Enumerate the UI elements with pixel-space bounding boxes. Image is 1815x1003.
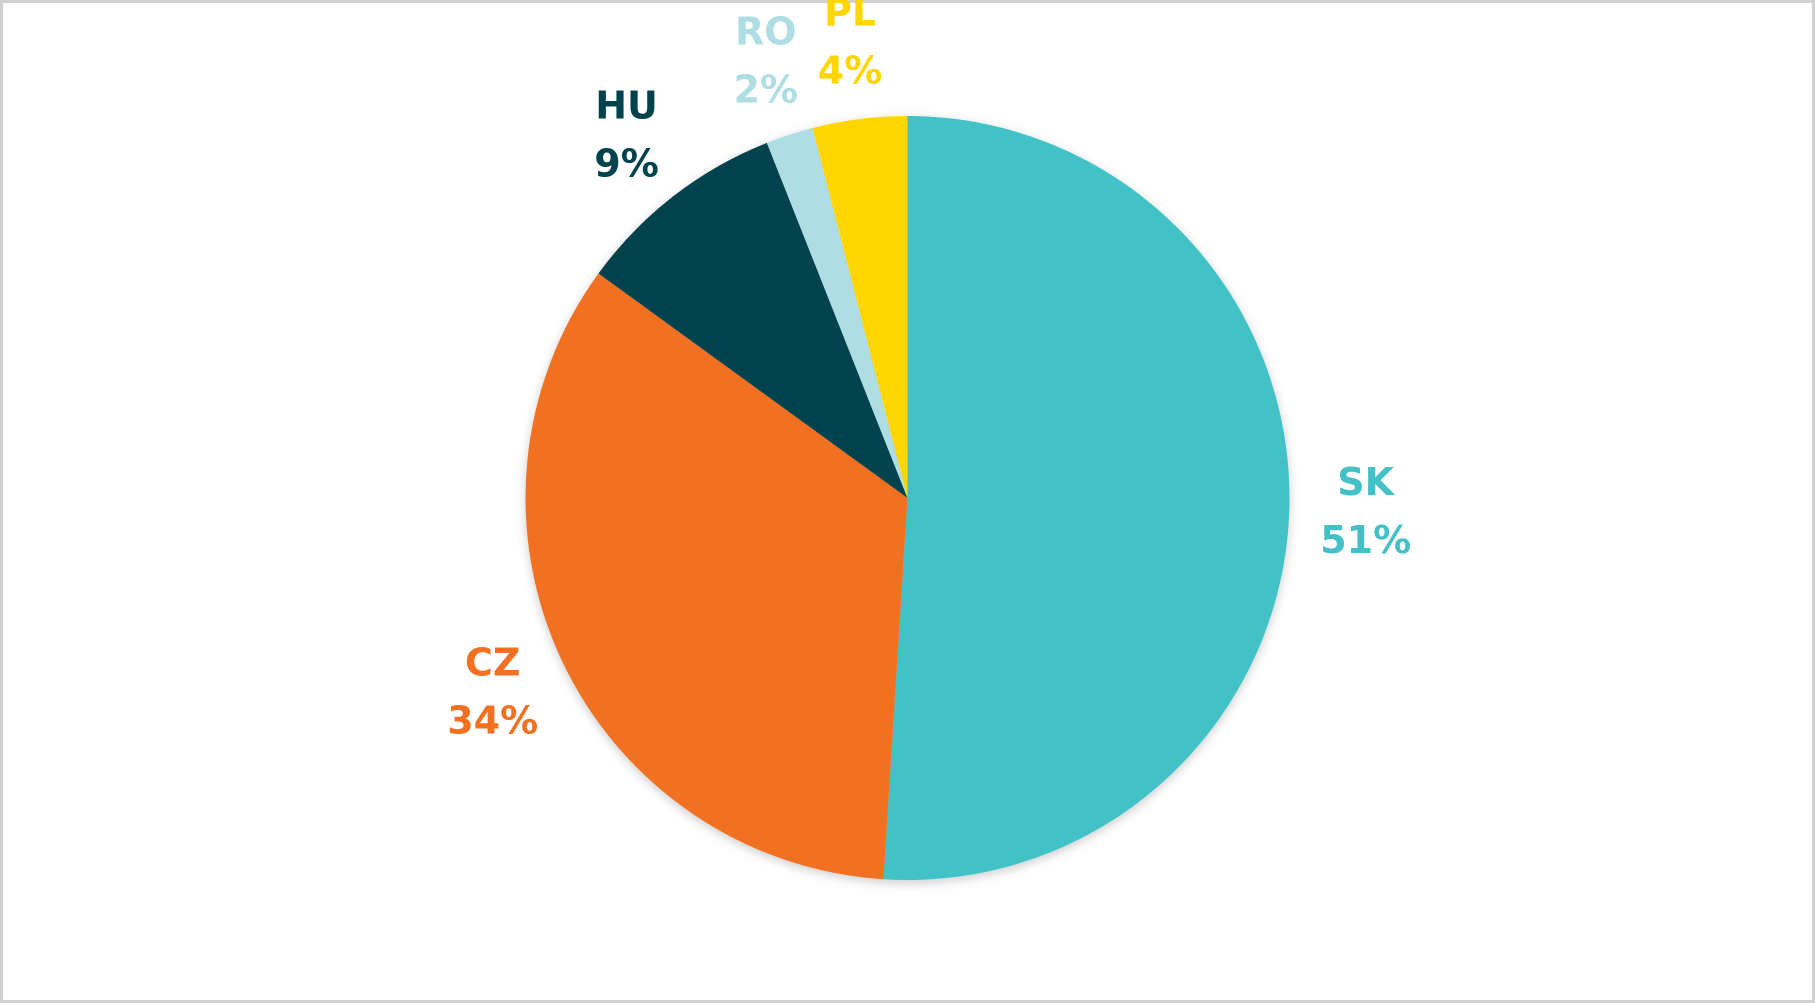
pie-slice: [883, 116, 1290, 880]
slice-category-label: HU: [595, 83, 658, 127]
slice-value-label: 51%: [1320, 518, 1411, 562]
slice-value-label: 4%: [818, 49, 883, 93]
slice-value-label: 34%: [447, 699, 538, 743]
slice-value-label: 9%: [594, 141, 659, 185]
slice-category-label: CZ: [465, 641, 520, 685]
slice-category-label: SK: [1337, 460, 1395, 504]
pie-slice: [766, 128, 908, 499]
slice-category-label: RO: [735, 10, 797, 54]
pie-slice: [525, 273, 908, 880]
slice-category-label: PL: [824, 0, 876, 35]
pie: [525, 116, 1290, 880]
pie-slice: [598, 142, 908, 498]
pie-slice: [812, 116, 908, 498]
slice-value-label: 2%: [734, 68, 799, 112]
